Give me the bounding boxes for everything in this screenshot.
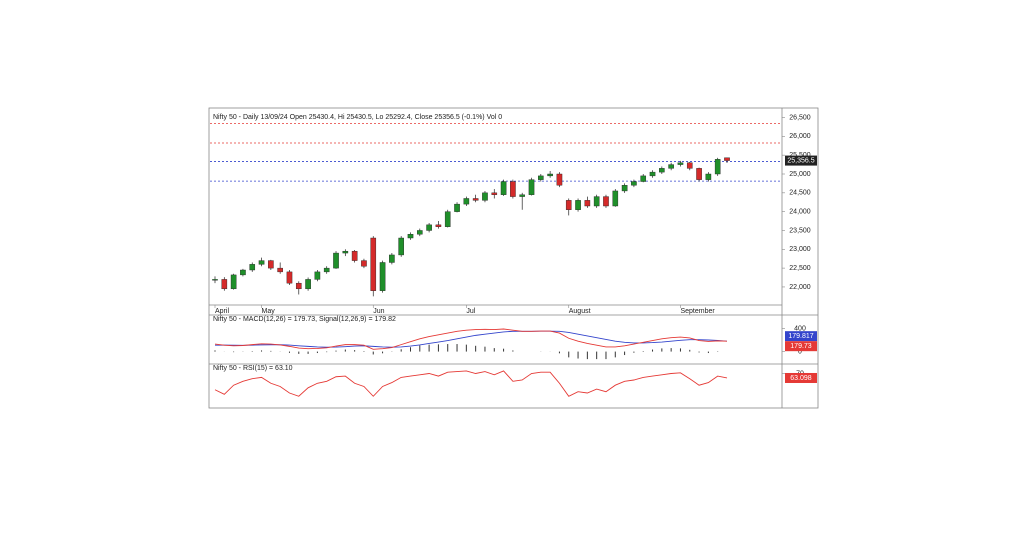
candle-body — [221, 279, 228, 290]
y-tick-label: 400 — [794, 325, 806, 332]
candle-body — [565, 200, 572, 210]
candle-body — [621, 185, 628, 192]
x-tick-label: August — [569, 308, 591, 315]
y-tick-label: 24,500 — [789, 190, 811, 197]
candle-body — [575, 200, 581, 210]
y-tick-label: 23,000 — [789, 246, 811, 253]
indicator-line — [214, 328, 728, 350]
y-tick-label: 22,000 — [789, 284, 811, 291]
candle-body — [323, 267, 330, 273]
candle-body — [342, 250, 349, 254]
y-tick-label: 23,500 — [789, 227, 811, 234]
candle-body — [370, 237, 377, 291]
candle-body — [305, 279, 311, 290]
indicator-line — [214, 370, 728, 397]
y-tick-label: 25,000 — [789, 171, 811, 178]
candle-body — [398, 237, 404, 256]
panel-title: Nifty 50 - RSI(15) = 63.10 — [213, 365, 293, 372]
candle-body — [230, 274, 237, 290]
candle-body — [556, 173, 563, 186]
candle-body — [444, 211, 451, 227]
candle-body — [603, 196, 609, 207]
candle-body — [314, 271, 321, 280]
candle-body — [258, 260, 265, 265]
candle-body — [538, 175, 544, 180]
last-price-box — [785, 155, 817, 166]
last-value-box — [785, 341, 817, 352]
candle-body — [640, 175, 647, 182]
candle-body — [212, 279, 218, 281]
candle-body — [714, 159, 721, 175]
candle-body — [612, 190, 619, 207]
last-value-box — [785, 331, 817, 342]
candle-body — [472, 198, 479, 201]
candle-body — [286, 271, 293, 284]
x-tick-label: September — [680, 308, 715, 315]
candle-body — [510, 181, 516, 197]
x-tick-label: April — [215, 308, 229, 315]
y-tick-label: 26,000 — [789, 133, 811, 140]
candle-body — [417, 230, 423, 235]
y-tick-label: 26,500 — [789, 114, 811, 121]
candle-body — [659, 168, 665, 173]
candle-body — [705, 173, 712, 180]
x-tick-label: Jul — [466, 308, 475, 315]
candle-body — [240, 269, 246, 276]
candle-body — [649, 171, 656, 177]
candle-body — [407, 234, 414, 239]
last-value-box — [785, 372, 817, 383]
candle-body — [584, 200, 591, 207]
candle-body — [677, 162, 684, 165]
x-tick-label: Jun — [373, 308, 384, 315]
y-tick-label: 25,500 — [789, 152, 811, 159]
candle-body — [389, 254, 395, 263]
panel-title: Nifty 50 - Daily 13/09/24 Open 25430.4, … — [213, 114, 502, 121]
last-value-label: 179.73 — [790, 343, 812, 350]
candle-body — [686, 162, 693, 169]
candle-body — [454, 203, 460, 212]
candle-body — [631, 181, 637, 186]
candle-body — [277, 267, 283, 273]
candle-body — [295, 282, 302, 290]
candle-body — [333, 252, 339, 269]
last-value-label: 63.098 — [790, 375, 812, 382]
candle-body — [435, 224, 442, 227]
candle-body — [379, 262, 386, 291]
candle-body — [696, 168, 702, 180]
panel-title: Nifty 50 - MACD(12,26) = 179.73, Signal(… — [213, 316, 396, 323]
candle-body — [463, 198, 470, 205]
last-value-label: 179.817 — [788, 333, 813, 340]
candle-body — [249, 264, 256, 271]
candle-body — [426, 224, 432, 231]
candle-body — [351, 250, 358, 261]
candle-body — [500, 181, 507, 195]
chart-frame — [208, 107, 819, 409]
x-tick-label: May — [262, 308, 276, 315]
y-tick-label: 0 — [798, 348, 802, 355]
y-tick-label: 24,000 — [789, 208, 811, 215]
candle-body — [482, 192, 488, 201]
candle-body — [547, 173, 553, 177]
candle-body — [528, 179, 535, 195]
y-tick-label: 22,500 — [789, 265, 811, 272]
candle-body — [268, 260, 274, 269]
candle-body — [361, 260, 367, 267]
candle-body — [519, 194, 525, 197]
indicator-line — [214, 330, 728, 348]
candle-body — [724, 157, 730, 161]
candle-body — [593, 196, 600, 207]
last-price-label: 25,356.5 — [787, 157, 814, 164]
candle-body — [491, 192, 498, 195]
candle-body — [668, 164, 674, 169]
